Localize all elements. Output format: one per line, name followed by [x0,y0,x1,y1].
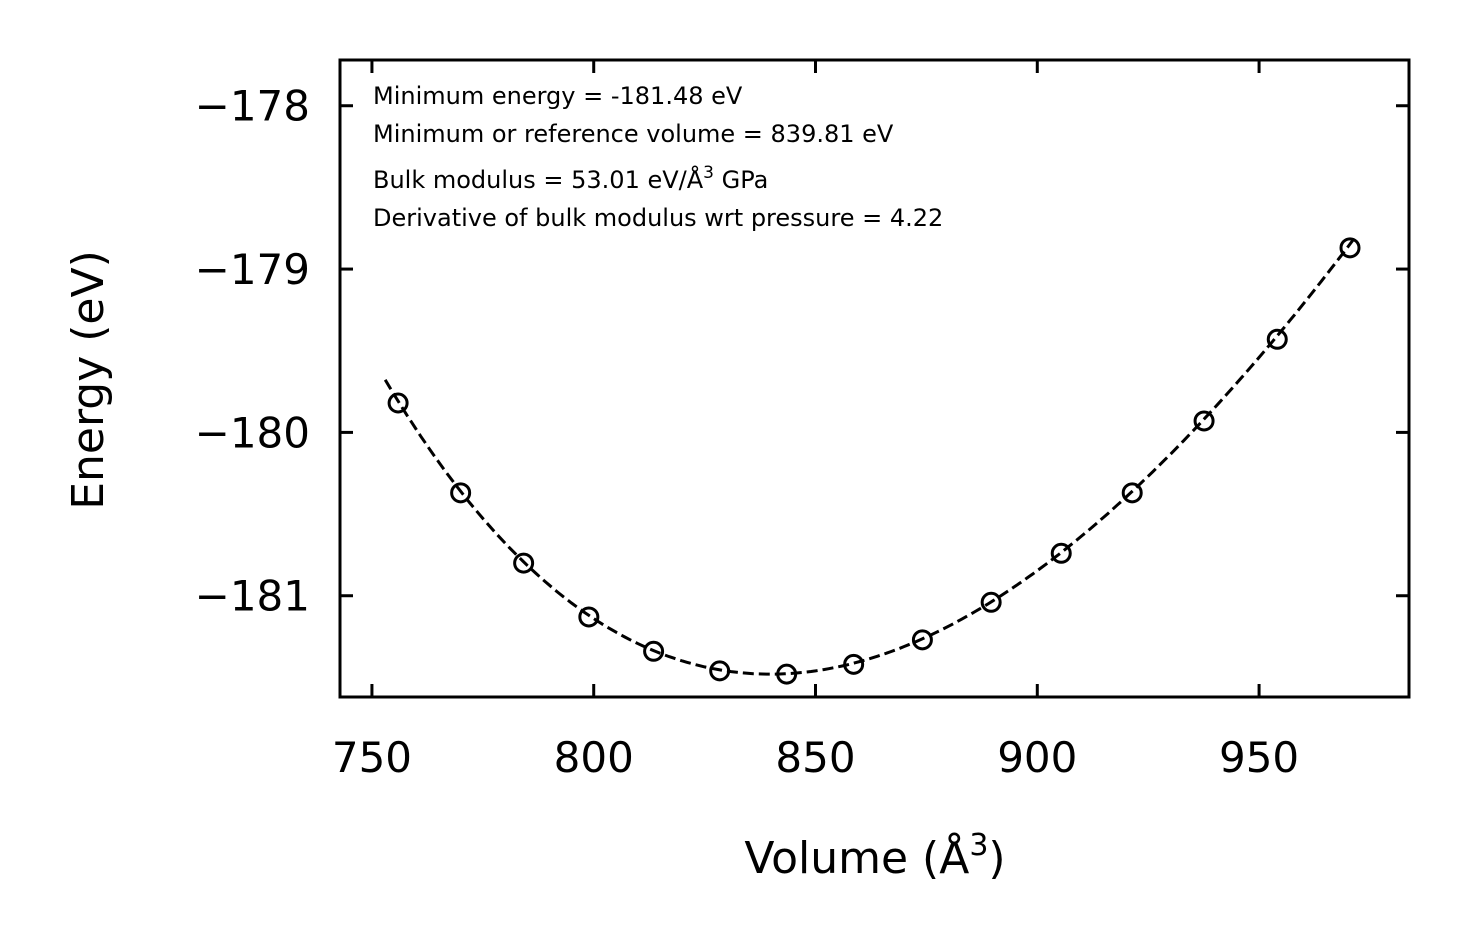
y-axis-label: Energy (eV) [63,250,114,510]
annotation-bulk-modulus: Bulk modulus = 53.01 eV/Å3 GPa [373,163,768,194]
data-point [450,482,472,504]
data-point [643,640,665,662]
y-tick-label: −178 [195,82,310,131]
data-point [843,653,865,675]
data-point [776,663,798,685]
plot-frame [338,58,1411,699]
x-tick-label: 750 [332,733,412,782]
y-tick-label: −181 [195,572,310,621]
data-point [1121,482,1143,504]
data-point [578,606,600,628]
data-point [709,660,731,682]
annotation-bulk-modulus-derivative: Derivative of bulk modulus wrt pressure … [373,204,943,232]
data-point [1050,542,1072,564]
annotation-min-energy: Minimum energy = -181.48 eV [373,82,743,110]
annotation-min-volume: Minimum or reference volume = 839.81 eV [373,120,894,148]
data-point [911,629,933,651]
annotation-box: Minimum energy = -181.48 eV Minimum or r… [373,82,943,232]
data-point [387,392,409,414]
data-point [1339,237,1361,259]
x-tick-label: 800 [554,733,634,782]
data-point [1193,410,1215,432]
fit-curve-line [383,234,1358,676]
x-axis-label: Volume (Å3) [744,828,1005,884]
data-point [513,552,535,574]
data-point [980,591,1002,613]
x-tick-label: 900 [997,733,1077,782]
x-tick-label: 950 [1219,733,1299,782]
x-tick-label: 850 [775,733,855,782]
data-point [1266,328,1288,350]
y-tick-label: −179 [195,245,310,294]
y-tick-label: −180 [195,408,310,457]
